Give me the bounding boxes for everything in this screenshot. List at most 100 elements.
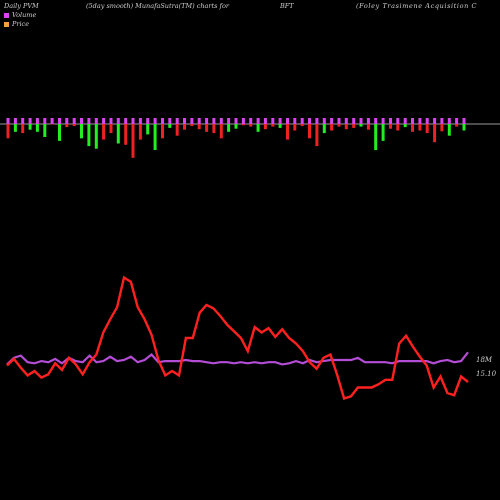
volume-bar-top: [337, 118, 341, 124]
volume-bar-top: [234, 118, 238, 124]
volume-bar-top: [6, 118, 10, 124]
volume-bar-top: [227, 118, 231, 124]
volume-bar-top: [433, 118, 437, 124]
volume-bar-top: [94, 118, 98, 124]
header-title: (5day smooth) MunafaSutra(TM) charts for: [86, 2, 229, 10]
volume-bar-top: [440, 118, 444, 124]
volume-bar-top: [330, 118, 334, 124]
volume-bar: [234, 124, 238, 129]
volume-bar-top: [411, 118, 414, 124]
volume-bar-top: [116, 118, 120, 124]
volume-bar-top: [80, 118, 83, 124]
volume-bar: [359, 124, 363, 127]
volume-bar: [6, 124, 10, 139]
volume-bar-top: [87, 118, 91, 124]
volume-bar: [190, 124, 194, 127]
volume-bar-top: [352, 118, 356, 124]
volume-bar-top: [21, 118, 25, 124]
volume-bar: [175, 124, 179, 136]
volume-bar-top: [418, 118, 422, 124]
volume-bar-top: [278, 118, 282, 124]
volume-bar-top: [396, 118, 400, 124]
volume-bar-top: [43, 118, 47, 124]
volume-bar-top: [241, 118, 245, 124]
volume-bar-top: [50, 118, 54, 124]
volume-bar: [197, 124, 201, 130]
volume-bar: [205, 124, 209, 132]
volume-bar-top: [175, 118, 179, 124]
volume-bar-top: [322, 118, 326, 124]
volume-bar-top: [256, 118, 260, 124]
legend-price-label: Price: [12, 20, 30, 28]
volume-bar-top: [58, 118, 61, 124]
volume-bar: [300, 124, 304, 127]
volume-bar-top: [263, 118, 267, 124]
volume-bar: [94, 124, 98, 149]
volume-bar: [366, 124, 370, 130]
volume-line-series: [6, 351, 469, 366]
volume-bar: [183, 124, 186, 130]
volume-bar-top: [146, 118, 150, 124]
volume-bar: [131, 124, 135, 158]
volume-bar: [293, 124, 297, 131]
volume-bar-top: [131, 118, 135, 124]
volume-bar-top: [315, 118, 319, 124]
volume-bar: [330, 124, 334, 131]
volume-bar-top: [344, 118, 348, 124]
header-symbol: BFT: [280, 2, 294, 10]
volume-bar-top: [389, 118, 392, 124]
volume-bar: [263, 124, 267, 130]
volume-bar: [352, 124, 356, 128]
volume-bar: [418, 124, 422, 131]
volume-bar-top: [109, 118, 113, 124]
legend-volume-label: Volume: [12, 11, 37, 19]
header-company: (Foley Trasimene Acquisition C: [356, 2, 478, 10]
volume-bar-top: [183, 118, 186, 124]
volume-bar: [227, 124, 231, 132]
volume-bar-top: [65, 118, 69, 124]
volume-bar-top: [13, 118, 17, 124]
volume-bar-top: [219, 118, 223, 124]
volume-bar: [425, 124, 429, 134]
volume-bar-top: [374, 118, 378, 124]
volume-bar-top: [197, 118, 201, 124]
volume-bar: [146, 124, 150, 135]
volume-bar: [308, 124, 311, 139]
volume-bar-top: [447, 118, 451, 124]
volume-bar: [138, 124, 142, 140]
volume-bar: [396, 124, 400, 131]
volume-bar-top: [366, 118, 370, 124]
volume-bar: [286, 124, 289, 140]
volume-bar-top: [138, 118, 142, 124]
price-value-label: 15.10: [476, 370, 497, 378]
volume-bar: [72, 124, 76, 127]
volume-bar-top: [124, 118, 128, 124]
volume-bar: [124, 124, 128, 145]
volume-bar: [80, 124, 83, 139]
volume-bar: [322, 124, 326, 134]
volume-bar-top: [190, 118, 194, 124]
volume-bar-top: [161, 118, 164, 124]
volume-bars: [6, 118, 466, 158]
volume-bar: [315, 124, 319, 147]
header-left: Daily PVM: [4, 2, 39, 10]
legend-price-swatch: [4, 21, 9, 27]
volume-bar: [58, 124, 61, 141]
volume-bar: [455, 124, 459, 127]
volume-bar: [374, 124, 378, 150]
volume-bar-top: [168, 118, 172, 124]
volume-bar: [278, 124, 282, 128]
volume-bar-top: [403, 118, 407, 124]
volume-bar: [344, 124, 348, 130]
volume-bar: [462, 124, 466, 131]
volume-bar-top: [72, 118, 76, 124]
volume-bar: [43, 124, 47, 137]
volume-bar-top: [359, 118, 363, 124]
volume-bar-top: [153, 118, 157, 124]
volume-bar: [65, 124, 69, 128]
legend-volume-swatch: [4, 12, 9, 18]
volume-bar-top: [300, 118, 304, 124]
volume-bar: [389, 124, 392, 129]
volume-bar-top: [308, 118, 311, 124]
